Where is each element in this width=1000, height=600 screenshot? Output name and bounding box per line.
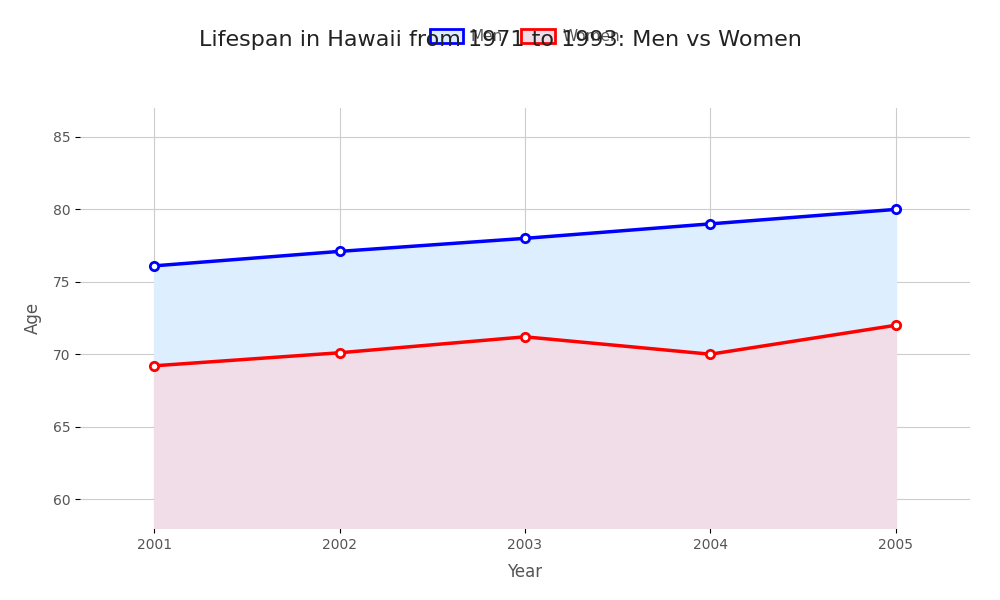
Legend: Men, Women: Men, Women	[424, 23, 626, 50]
X-axis label: Year: Year	[507, 563, 543, 581]
Y-axis label: Age: Age	[24, 302, 42, 334]
Text: Lifespan in Hawaii from 1971 to 1993: Men vs Women: Lifespan in Hawaii from 1971 to 1993: Me…	[199, 30, 801, 50]
